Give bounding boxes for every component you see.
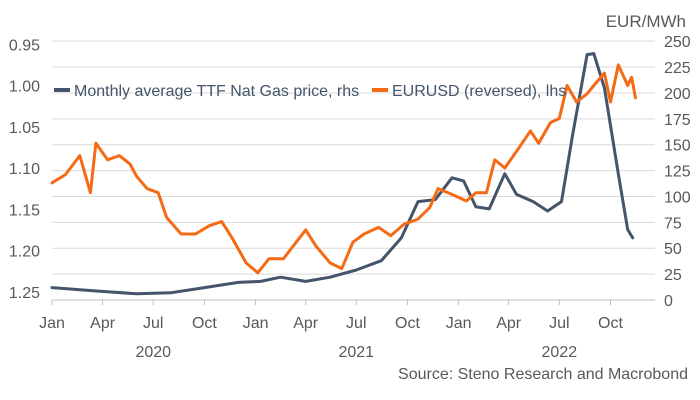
x-tick-label-2021-07-01: Jul: [346, 315, 366, 332]
x-tick-label-2022-04-01: Apr: [496, 315, 522, 332]
right-tick-label-75: 75: [664, 215, 682, 232]
series-line-ttf-gas: [50, 52, 635, 296]
right-tick-label-225: 225: [664, 60, 691, 77]
left-tick-label-1.00: 1.00: [9, 79, 40, 96]
left-tick-label-1.10: 1.10: [9, 161, 40, 178]
right-axis-unit-label: EUR/MWh: [606, 12, 686, 31]
right-tick-label-100: 100: [664, 189, 691, 206]
right-tick-label-175: 175: [664, 112, 691, 129]
right-tick-label-250: 250: [664, 34, 691, 51]
left-tick-label-1.25: 1.25: [9, 285, 40, 302]
source-note: Source: Steno Research and Macrobond: [398, 366, 688, 383]
year-label-2020: 2020: [135, 344, 171, 361]
right-tick-label-25: 25: [664, 267, 682, 284]
x-tick-label-2020-04-01: Apr: [90, 315, 116, 332]
x-tick-label-2021-04-01: Apr: [293, 315, 319, 332]
x-tick-label-2022-01-01: Jan: [446, 315, 472, 332]
legend: Monthly average TTF Nat Gas price, rhs E…: [54, 83, 566, 100]
x-tick-label-2022-10-01: Oct: [598, 315, 623, 332]
legend-label-gas: Monthly average TTF Nat Gas price, rhs: [74, 83, 359, 100]
x-axis-month-labels: Jan Apr Jul Oct Jan Apr Jul Oct Jan Apr Jul Oct: [39, 315, 623, 332]
left-tick-label-1.15: 1.15: [9, 202, 40, 219]
x-tick-label-2022-07-01: Jul: [549, 315, 569, 332]
left-tick-label-1.20: 1.20: [9, 244, 40, 261]
left-tick-label-1.05: 1.05: [9, 120, 40, 137]
year-label-2021: 2021: [338, 344, 374, 361]
x-axis-year-labels: 2020 2021 2022: [135, 344, 577, 361]
left-axis-ticks: 0.95 1.00 1.05 1.10 1.15 1.20 1.25: [9, 37, 40, 302]
gridlines: [52, 40, 655, 301]
right-tick-label-125: 125: [664, 164, 691, 181]
x-tick-label-2021-01-01: Jan: [243, 315, 269, 332]
right-tick-label-150: 150: [664, 138, 691, 155]
right-tick-label-0: 0: [664, 293, 673, 310]
right-tick-label-50: 50: [664, 241, 682, 258]
series-line-eurusd: [50, 63, 637, 275]
x-tick-label-2021-10-01: Oct: [395, 315, 420, 332]
year-label-2022: 2022: [542, 344, 578, 361]
legend-label-eurusd: EURUSD (reversed), lhs: [392, 83, 566, 100]
x-axis-ticks: [51, 299, 655, 305]
left-tick-label-0.95: 0.95: [9, 37, 40, 54]
series-layer: [50, 52, 637, 296]
right-tick-label-200: 200: [664, 86, 691, 103]
x-tick-label-2020-10-01: Oct: [192, 315, 217, 332]
x-tick-label-2020-01-01: Jan: [39, 315, 65, 332]
x-tick-label-2020-07-01: Jul: [143, 315, 163, 332]
